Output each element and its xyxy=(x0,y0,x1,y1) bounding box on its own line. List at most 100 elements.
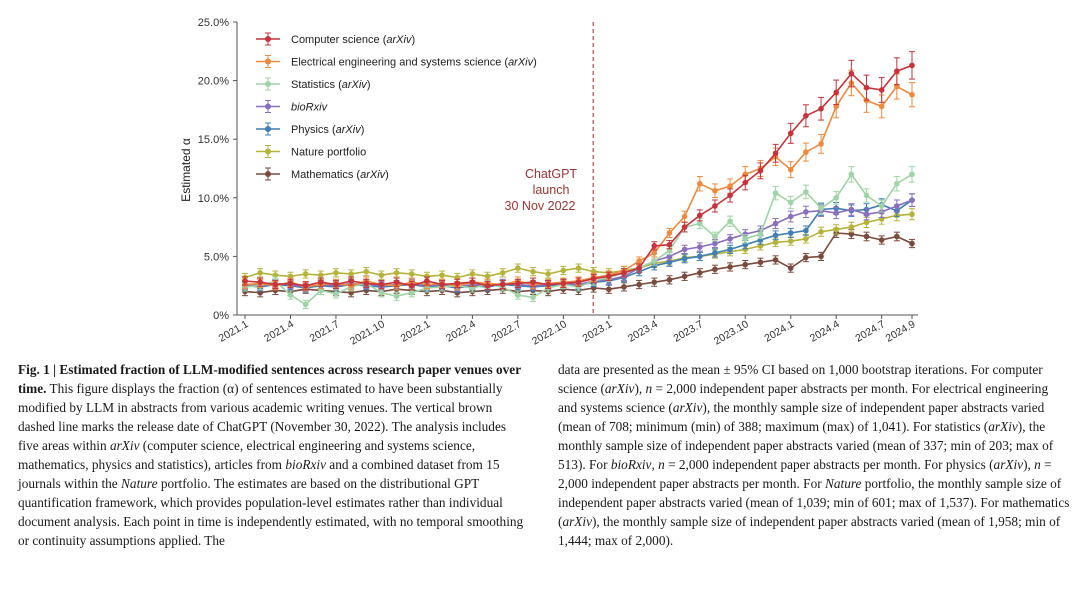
data-point xyxy=(712,266,718,273)
data-point xyxy=(484,273,491,280)
data-point xyxy=(727,218,733,225)
legend-label: Nature portfolio xyxy=(291,147,366,159)
legend-label-italic: arXiv xyxy=(336,124,363,136)
data-point xyxy=(378,272,385,278)
data-point xyxy=(757,259,764,266)
figure-label: Fig. 1 | xyxy=(18,362,57,377)
annotation-line-1: ChatGPT xyxy=(525,167,577,181)
data-point xyxy=(333,291,339,297)
data-point xyxy=(606,273,612,280)
data-point xyxy=(530,268,536,275)
data-point xyxy=(727,246,733,253)
data-point xyxy=(681,246,688,253)
data-point xyxy=(408,289,415,296)
legend-label-italic: arXiv xyxy=(342,79,369,91)
data-point xyxy=(833,226,840,233)
legend-item-biorxiv: bioRxiv xyxy=(256,100,329,114)
legend-label: Statistics (arXiv) xyxy=(291,79,370,91)
x-tick-label: 2023.1 xyxy=(580,318,614,345)
caption-italic: arXiv xyxy=(604,381,635,396)
data-point xyxy=(863,219,870,226)
data-point xyxy=(651,262,658,269)
data-point xyxy=(909,62,915,69)
data-point xyxy=(727,192,733,199)
caption-italic: n xyxy=(645,381,653,396)
series-computer_science xyxy=(242,51,915,291)
data-point xyxy=(560,280,567,287)
data-point xyxy=(787,265,794,271)
legend-marker xyxy=(265,58,271,65)
data-point xyxy=(636,281,642,288)
data-point xyxy=(787,238,794,244)
caption-text: = 2,000 independent paper abstracts per … xyxy=(558,381,1049,415)
caption-text: = 2,000 independent paper abstracts per … xyxy=(558,457,1052,491)
data-point xyxy=(803,209,809,215)
data-point xyxy=(803,254,809,261)
annotation-line-2: launch xyxy=(533,183,570,197)
data-point xyxy=(787,213,794,220)
data-point xyxy=(287,280,294,287)
data-point xyxy=(909,197,915,203)
data-point xyxy=(681,273,688,280)
x-tick-label: 2022.4 xyxy=(444,318,478,345)
x-tick-label: 2024.7 xyxy=(853,318,887,345)
legend-label: Mathematics (arXiv) xyxy=(291,169,389,181)
caption-italic: arXiv xyxy=(109,438,140,453)
data-point xyxy=(727,183,733,189)
legend-item-mathematics: Mathematics (arXiv) xyxy=(256,167,389,181)
x-tick-label: 2022.7 xyxy=(490,318,524,345)
data-point xyxy=(575,265,582,271)
data-point xyxy=(894,180,900,187)
data-point xyxy=(621,270,627,276)
data-point xyxy=(894,68,900,75)
data-point xyxy=(499,281,506,288)
data-point xyxy=(787,130,794,137)
data-point xyxy=(772,232,779,239)
data-point xyxy=(803,112,809,119)
data-point xyxy=(469,279,476,285)
data-point xyxy=(560,267,567,274)
data-point xyxy=(818,141,824,147)
data-point xyxy=(545,271,551,277)
data-point xyxy=(681,213,688,220)
data-point xyxy=(787,230,794,236)
x-tick-label: 2022.1 xyxy=(399,318,433,345)
data-point xyxy=(803,236,809,242)
data-point xyxy=(878,203,885,209)
data-point xyxy=(727,236,733,242)
data-point xyxy=(909,91,915,98)
data-point xyxy=(484,282,491,289)
data-point xyxy=(818,253,824,260)
data-point xyxy=(408,282,415,289)
data-point xyxy=(696,180,703,187)
data-point xyxy=(545,281,551,288)
figure-title: Estimated fraction of LLM-modified sente… xyxy=(18,362,521,396)
data-point xyxy=(878,237,885,243)
data-point xyxy=(894,203,900,209)
legend-item-physics: Physics (arXiv) xyxy=(256,122,364,136)
data-point xyxy=(348,282,354,289)
data-point xyxy=(712,233,718,240)
data-point xyxy=(590,275,597,282)
data-point xyxy=(681,255,688,262)
x-tick-label: 2024.4 xyxy=(808,318,842,345)
caption-text: and a combined dataset from 15 journals … xyxy=(18,457,500,491)
data-point xyxy=(515,292,521,298)
data-point xyxy=(757,168,764,174)
data-point xyxy=(393,270,400,276)
series-statistics xyxy=(242,166,915,310)
data-point xyxy=(651,279,658,285)
data-point xyxy=(696,253,703,260)
x-tick-label: 2021.1 xyxy=(217,318,251,345)
x-tick-label: 2023.10 xyxy=(712,318,751,347)
caption-italic: Nature xyxy=(121,476,158,491)
caption-italic: bioRxiv xyxy=(610,457,652,472)
legend-marker xyxy=(265,171,271,177)
data-point xyxy=(363,268,370,275)
series-layer xyxy=(242,51,915,310)
data-point xyxy=(393,293,400,300)
data-point xyxy=(439,272,445,278)
data-point xyxy=(772,190,779,196)
caption-text: ), the monthly sample size of independen… xyxy=(558,419,1054,472)
data-point xyxy=(317,279,324,285)
